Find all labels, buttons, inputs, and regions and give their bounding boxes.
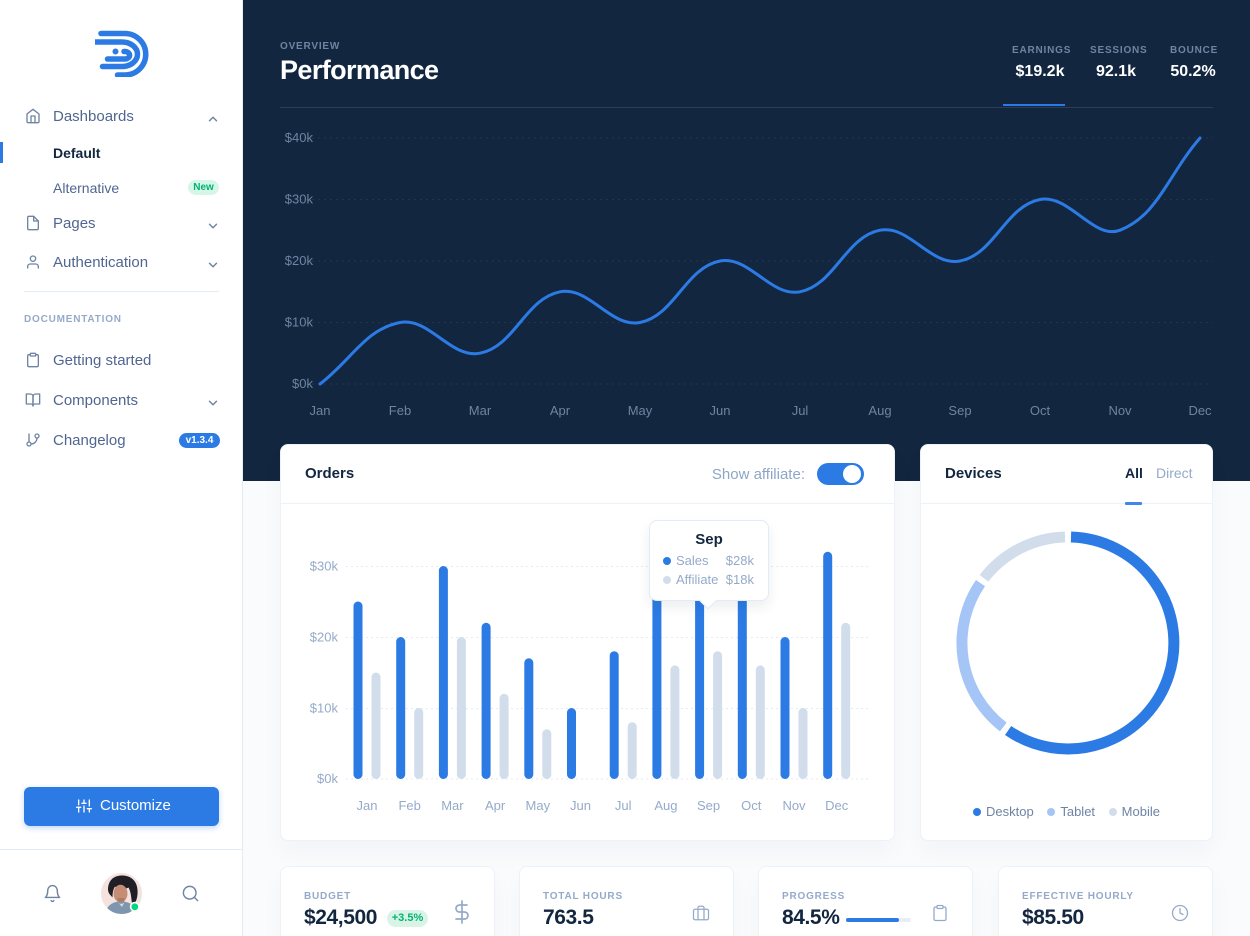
svg-text:Aug: Aug bbox=[654, 798, 677, 813]
svg-text:Dec: Dec bbox=[825, 798, 849, 813]
svg-text:Feb: Feb bbox=[398, 798, 420, 813]
svg-text:$40k: $40k bbox=[285, 130, 314, 145]
svg-text:Jul: Jul bbox=[792, 403, 809, 418]
svg-text:Sep: Sep bbox=[697, 798, 720, 813]
svg-text:Sep: Sep bbox=[948, 403, 971, 418]
svg-text:$0k: $0k bbox=[292, 376, 313, 391]
svg-text:May: May bbox=[628, 403, 653, 418]
svg-text:Apr: Apr bbox=[550, 403, 571, 418]
svg-text:$20k: $20k bbox=[285, 253, 314, 268]
svg-text:Nov: Nov bbox=[782, 798, 806, 813]
svg-text:$10k: $10k bbox=[285, 315, 314, 330]
svg-text:Dec: Dec bbox=[1188, 403, 1212, 418]
svg-text:Aug: Aug bbox=[868, 403, 891, 418]
svg-text:May: May bbox=[526, 798, 551, 813]
svg-text:Jul: Jul bbox=[615, 798, 632, 813]
svg-text:Jun: Jun bbox=[570, 798, 591, 813]
svg-text:$30k: $30k bbox=[285, 192, 314, 207]
svg-text:$10k: $10k bbox=[310, 701, 339, 716]
svg-text:Oct: Oct bbox=[1030, 403, 1051, 418]
svg-text:$0k: $0k bbox=[317, 771, 338, 786]
svg-text:Feb: Feb bbox=[389, 403, 411, 418]
svg-text:Mar: Mar bbox=[469, 403, 492, 418]
svg-text:Oct: Oct bbox=[741, 798, 762, 813]
svg-text:Jan: Jan bbox=[310, 403, 331, 418]
svg-text:Mar: Mar bbox=[441, 798, 464, 813]
svg-text:Nov: Nov bbox=[1108, 403, 1132, 418]
svg-text:Apr: Apr bbox=[485, 798, 506, 813]
svg-text:Jan: Jan bbox=[357, 798, 378, 813]
svg-text:$30k: $30k bbox=[310, 559, 339, 574]
svg-text:$20k: $20k bbox=[310, 630, 339, 645]
svg-text:Jun: Jun bbox=[710, 403, 731, 418]
